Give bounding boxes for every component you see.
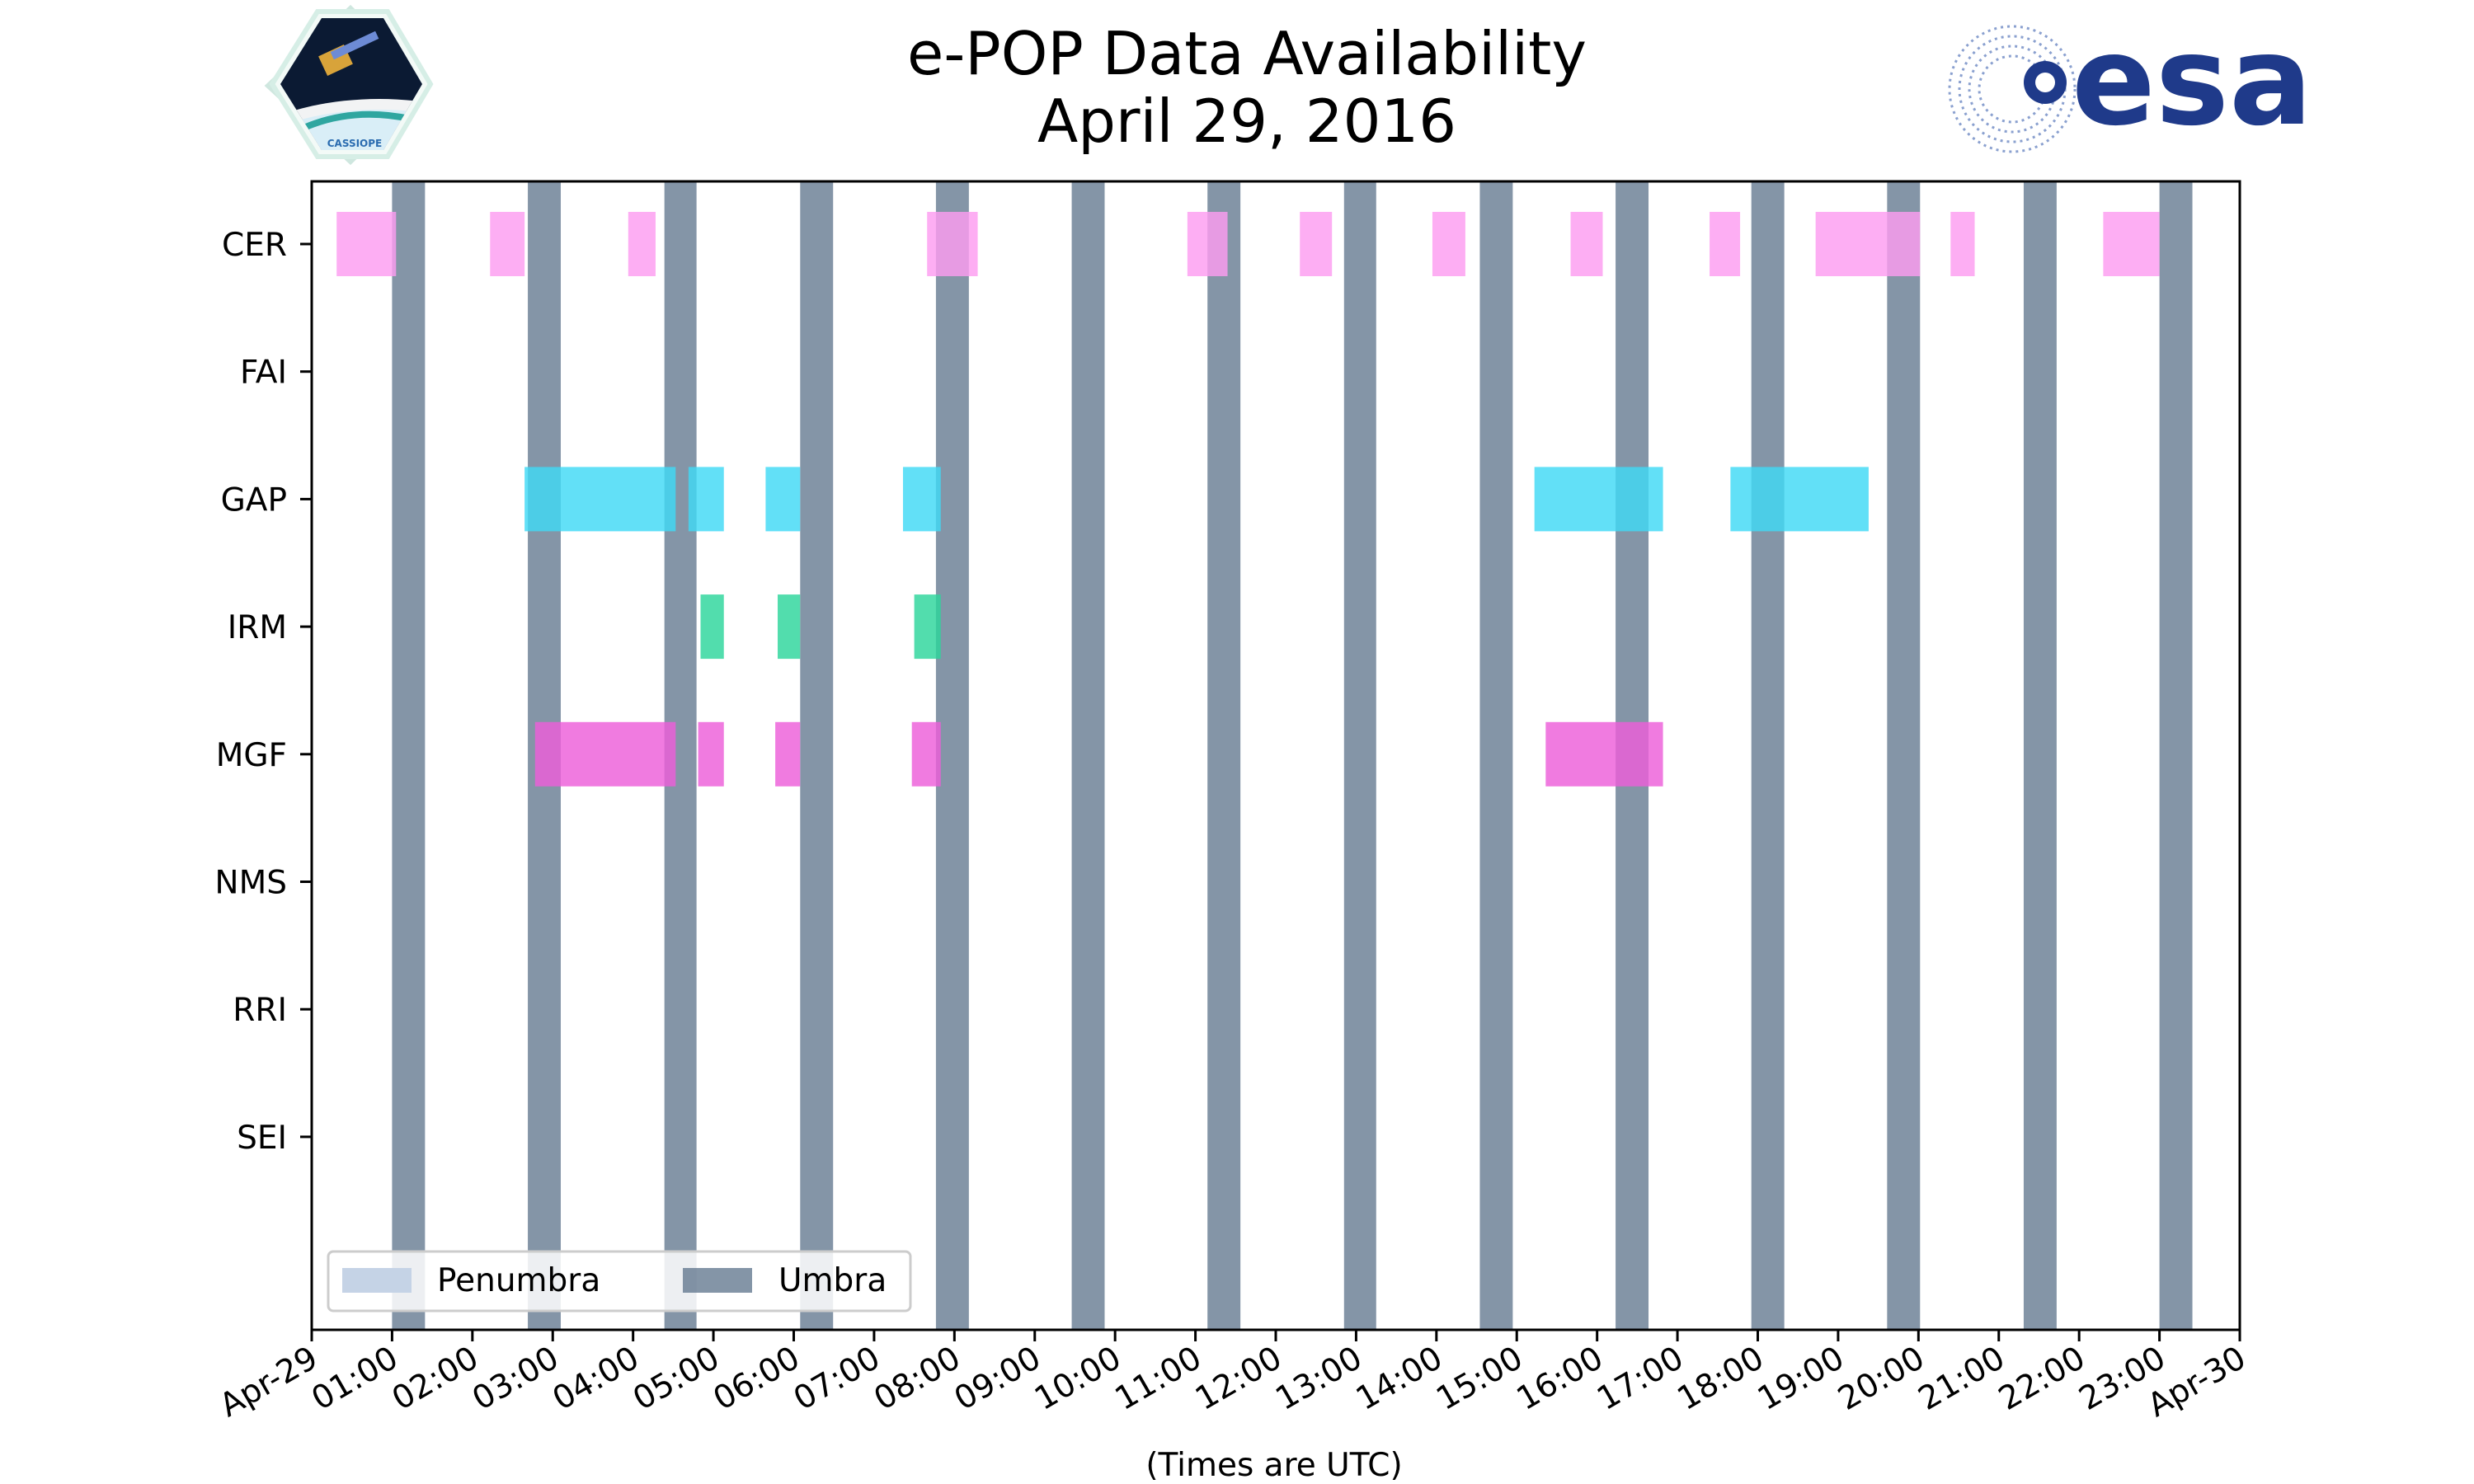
x-tick-label: 17:00 — [1591, 1340, 1690, 1418]
availability-bar-cer — [1570, 212, 1603, 276]
availability-bar-cer — [2103, 212, 2160, 276]
y-tick-label: IRM — [228, 609, 287, 646]
x-tick-label: 07:00 — [788, 1340, 887, 1418]
esa-logo: esa — [1948, 10, 2312, 153]
x-tick-label: 21:00 — [1912, 1340, 2011, 1418]
x-tick-label: 19:00 — [1752, 1340, 1851, 1418]
availability-bar-gap — [1534, 467, 1663, 532]
availability-bar-gap — [688, 467, 724, 532]
y-tick-label: SEI — [237, 1120, 287, 1157]
umbra-band — [1071, 181, 1105, 1330]
legend-box — [327, 1250, 912, 1313]
availability-bar-cer — [1815, 212, 1921, 276]
umbra-band — [1207, 181, 1241, 1330]
availability-bar-gap — [524, 467, 676, 532]
umbra-band — [2023, 181, 2057, 1330]
x-tick-label: 22:00 — [1992, 1340, 2091, 1418]
x-tick-label: 08:00 — [868, 1340, 967, 1418]
x-axis-label: (Times are UTC) — [1145, 1447, 1402, 1484]
y-tick-label: GAP — [221, 481, 287, 519]
x-tick-label: 20:00 — [1832, 1340, 1931, 1418]
y-tick-label: NMS — [214, 865, 287, 902]
umbra-band — [1479, 181, 1513, 1330]
umbra-band — [2159, 181, 2193, 1330]
availability-bar-gap — [765, 467, 801, 532]
legend-umbra-label: Umbra — [778, 1262, 887, 1299]
x-tick-label: 10:00 — [1028, 1340, 1127, 1418]
x-tick-label: 09:00 — [948, 1340, 1047, 1418]
legend-penumbra-label: Penumbra — [437, 1262, 600, 1299]
x-tick-label: 06:00 — [708, 1340, 807, 1418]
umbra-band — [1887, 181, 1921, 1330]
x-tick-label: 05:00 — [627, 1340, 726, 1418]
availability-bar-mgf — [775, 721, 801, 787]
availability-bar-mgf — [911, 721, 941, 787]
umbra-band — [1343, 181, 1376, 1330]
availability-bar-irm — [700, 594, 724, 660]
y-tick-label: CER — [222, 227, 287, 264]
legend-umbra-swatch — [683, 1268, 752, 1293]
x-tick-label: 12:00 — [1189, 1340, 1288, 1418]
availability-bar-gap — [1730, 467, 1869, 532]
umbra-band — [935, 181, 969, 1330]
availability-bar-gap — [902, 467, 941, 532]
x-tick-label: 01:00 — [306, 1340, 405, 1418]
umbra-band — [1751, 181, 1785, 1330]
availability-bars — [336, 212, 2160, 787]
chart-subtitle: April 29, 2016 — [1037, 87, 1456, 156]
plot-area — [336, 181, 2193, 1330]
x-tick-label: 02:00 — [386, 1340, 485, 1418]
x-tick-label: 03:00 — [466, 1340, 565, 1418]
legend: Penumbra Umbra — [327, 1250, 912, 1313]
availability-bar-cer — [1300, 212, 1333, 276]
x-tick-label: 11:00 — [1109, 1340, 1208, 1418]
x-tick-label: 18:00 — [1672, 1340, 1771, 1418]
availability-bar-cer — [927, 212, 978, 276]
x-axis: Apr-2901:0002:0003:0004:0005:0006:0007:0… — [214, 1330, 2252, 1425]
availability-bar-cer — [628, 212, 656, 276]
availability-bar-mgf — [1545, 721, 1663, 787]
plot-frame — [310, 180, 2241, 1331]
availability-bar-irm — [778, 594, 801, 660]
y-axis: CER FAI GAP IRM MGF NMS RRI SEI — [214, 227, 312, 1157]
y-tick-label: MGF — [216, 737, 287, 774]
cassiope-logo-text: CASSIOPE — [327, 138, 383, 149]
availability-bar-mgf — [698, 721, 724, 787]
y-tick-label: RRI — [233, 992, 287, 1029]
chart-title: e-POP Data Availability — [907, 19, 1587, 88]
availability-bar-cer — [1710, 212, 1741, 276]
availability-bar-cer — [490, 212, 525, 276]
umbra-band — [800, 181, 834, 1330]
y-tick-label: FAI — [240, 355, 287, 392]
availability-bar-irm — [914, 594, 941, 660]
availability-bar-cer — [1432, 212, 1465, 276]
x-tick-label: 15:00 — [1430, 1340, 1529, 1418]
umbra-band — [392, 181, 426, 1330]
availability-bar-mgf — [534, 721, 676, 787]
availability-bar-cer — [1187, 212, 1228, 276]
availability-bar-cer — [1950, 212, 1975, 276]
x-tick-label: 04:00 — [547, 1340, 646, 1418]
x-tick-label: 13:00 — [1270, 1340, 1369, 1418]
x-tick-label: 14:00 — [1350, 1340, 1449, 1418]
legend-penumbra-swatch — [342, 1268, 412, 1293]
x-tick-label: 16:00 — [1511, 1340, 1610, 1418]
esa-logo-text: esa — [2072, 10, 2312, 153]
availability-bar-cer — [336, 212, 397, 276]
x-tick-label: Apr-29 — [214, 1340, 324, 1425]
